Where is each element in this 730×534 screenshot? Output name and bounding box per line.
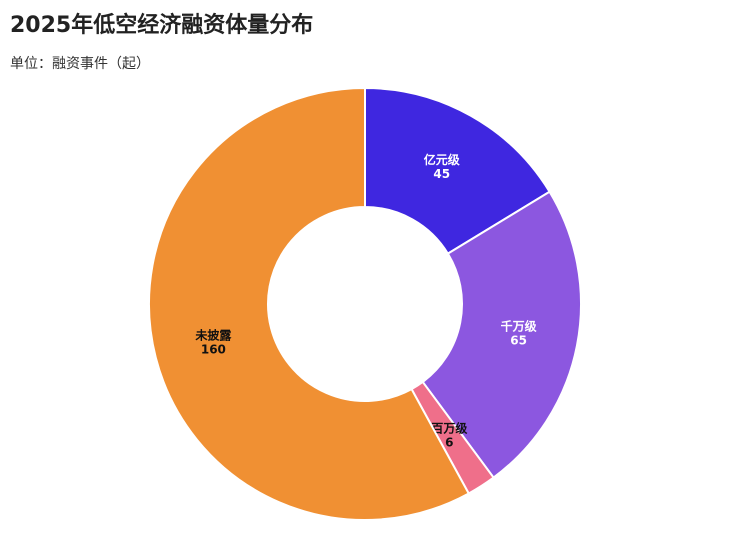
slice-value: 160 xyxy=(201,342,226,356)
slice-label: 百万级 xyxy=(431,420,467,435)
chart-subtitle: 单位：融资事件（起） xyxy=(10,56,150,72)
slice-label: 亿元级 xyxy=(424,152,460,167)
donut-slice xyxy=(421,190,582,479)
slice-value: 45 xyxy=(433,167,450,181)
chart-title: 2025年低空经济融资体量分布 xyxy=(10,12,313,38)
slice-value: 65 xyxy=(510,334,527,348)
donut-slice xyxy=(147,86,471,521)
slice-label: 千万级 xyxy=(501,319,537,334)
donut-slice xyxy=(364,86,551,255)
slice-label: 未披露 xyxy=(194,327,232,342)
slice-value: 6 xyxy=(445,435,453,449)
